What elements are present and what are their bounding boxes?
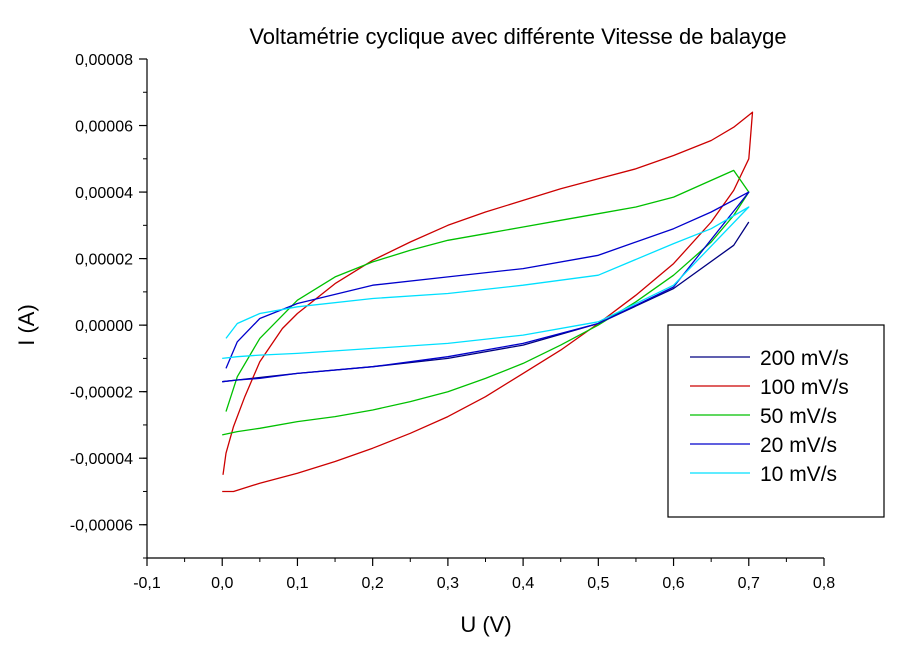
series-line-20-mv-s — [222, 191, 750, 383]
legend-label: 50 mV/s — [760, 405, 837, 428]
series-line-100-mv-s — [222, 111, 754, 493]
y-tick-label: -0,00004 — [70, 451, 133, 468]
x-tick-label: 0,5 — [587, 575, 609, 592]
series-group — [222, 111, 754, 493]
legend-label: 10 mV/s — [760, 463, 837, 486]
legend-label: 20 mV/s — [760, 434, 837, 457]
legend-label: 200 mV/s — [760, 347, 849, 370]
axes-ticks: -0,1 0,0 0,1 0,2 0,3 0,4 0,5 0,6 0,7 0,8 -0,00006 -… — [70, 52, 835, 592]
x-tick-label: 0,7 — [738, 575, 760, 592]
y-tick-label: 0,00004 — [75, 185, 133, 202]
legend-label: 100 mV/s — [760, 376, 849, 399]
y-tick-label: -0,00006 — [70, 518, 133, 535]
y-tick-label: 0,00006 — [75, 119, 133, 136]
x-tick-label: 0,6 — [662, 575, 684, 592]
x-axis-label: U (V) — [460, 612, 511, 637]
series-line-10-mv-s — [222, 206, 750, 360]
x-tick-label: 0,4 — [512, 575, 534, 592]
legend: 200 mV/s 100 mV/s 50 mV/s 20 mV/s 10 mV/s — [667, 324, 885, 518]
y-tick-label: 0,00002 — [75, 252, 133, 269]
y-tick-label: 0,00008 — [75, 52, 133, 69]
chart-title: Voltamétrie cyclique avec différente Vit… — [249, 24, 786, 49]
y-tick-label: -0,00002 — [70, 385, 133, 402]
y-tick-label: 0,00000 — [75, 318, 133, 335]
x-tick-label: 0,2 — [362, 575, 384, 592]
series-line-200-mv-s — [222, 221, 750, 383]
x-tick-label: 0,8 — [813, 575, 835, 592]
y-axis-label: I (A) — [14, 304, 39, 346]
x-tick-label: 0,0 — [211, 575, 233, 592]
x-tick-label: -0,1 — [133, 575, 161, 592]
x-tick-label: 0,3 — [437, 575, 459, 592]
legend-box — [667, 324, 885, 518]
x-tick-label: 0,1 — [286, 575, 308, 592]
